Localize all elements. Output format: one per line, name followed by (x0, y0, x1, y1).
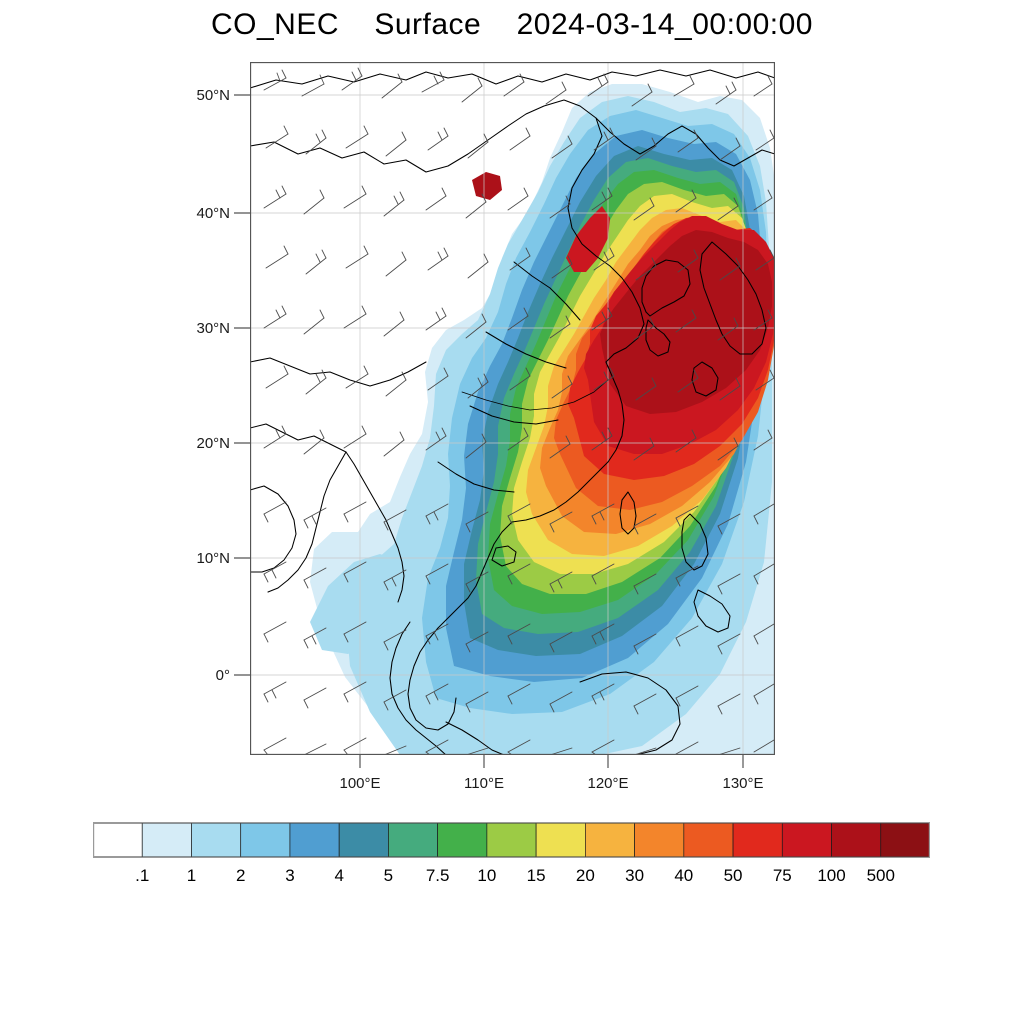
colorbar-label-13: 75 (772, 866, 792, 885)
map-content (250, 62, 775, 755)
colorbar-cell-16 (880, 822, 930, 858)
border-northeast (567, 117, 645, 363)
colorbar-cell-13 (732, 822, 783, 858)
coast-sumatra (445, 721, 505, 755)
colorbar-cell-2 (191, 822, 242, 858)
border-himalaya (250, 357, 427, 387)
colorbar-label-9: 20 (575, 866, 595, 885)
colorbar-label-6: 7.5 (425, 866, 450, 885)
contour-band-75-north (566, 206, 610, 272)
map-canvas (250, 62, 775, 755)
border-myanmar-inland (345, 451, 405, 603)
colorbar-cell-0 (93, 822, 143, 858)
colorbar-label-14: 100 (817, 866, 846, 885)
coast-malay (389, 621, 447, 755)
coast-indochina (407, 521, 513, 731)
coast-borneo (579, 671, 681, 755)
lon-label-100e: 100°E (339, 775, 381, 792)
lat-label-0: 0° (215, 667, 230, 684)
colorbar-label-12: 50 (723, 866, 743, 885)
contour-band-100 (600, 230, 772, 414)
colorbar-cell-8 (486, 822, 537, 858)
coast-myanmar (267, 451, 347, 593)
lat-label-10n: 10°N (196, 550, 230, 567)
border-north (250, 69, 775, 89)
colorbar-label-2: 2 (235, 866, 246, 885)
colorbar-label-7: 10 (477, 866, 497, 885)
coast-japan-honshu (699, 241, 767, 355)
lon-label-130e: 130°E (722, 775, 764, 792)
border-india (250, 423, 347, 453)
river-yangtze (461, 379, 609, 411)
coast-korea-detail (645, 319, 671, 357)
coastline-layer (250, 69, 775, 755)
colorbar-label-11: 40 (674, 866, 694, 885)
border-inland-3 (469, 405, 559, 425)
coast-china-east (511, 361, 625, 523)
colorbar-cell-15 (831, 822, 882, 858)
colorbar-label-0: .1 (135, 866, 150, 885)
coast-philippines-luzon (681, 513, 709, 571)
colorbar-cell-12 (683, 822, 734, 858)
coast-philippines-south (693, 589, 731, 633)
lon-label-110e: 110°E (464, 775, 504, 792)
gridlines (250, 62, 775, 755)
colorbar-cell-11 (634, 822, 685, 858)
coast-hainan (491, 545, 517, 567)
colorbar-label-15: 500 (866, 866, 895, 885)
colorbar-frame (93, 822, 930, 858)
coast-taiwan (619, 491, 637, 535)
colorbar-cell-3 (240, 822, 291, 858)
colorbar-label-5: 5 (383, 866, 394, 885)
page-title: CO_NEC Surface 2024-03-14_00:00:00 (210, 8, 813, 41)
lat-label-40n: 40°N (196, 205, 230, 222)
colorbar-swatches (93, 822, 930, 858)
border-inland-1 (513, 261, 581, 321)
coast-japan-kyushu (691, 361, 719, 397)
colorbar-label-10: 30 (625, 866, 645, 885)
coast-korea (641, 259, 691, 317)
colorbar-label-4: 4 (334, 866, 344, 885)
colorbar-ticklabels: .1 1 2 3 4 5 7.5 10 15 20 30 40 50 75 100 500 (93, 866, 930, 890)
lat-label-30n: 30°N (196, 320, 230, 337)
longitude-ticks (359, 755, 744, 768)
colorbar-cell-1 (141, 822, 192, 858)
colorbar (93, 822, 930, 858)
lat-label-20n: 20°N (196, 435, 230, 452)
colorbar-cell-5 (338, 822, 389, 858)
plot-frame (250, 62, 775, 755)
lat-label-50n: 50°N (196, 87, 230, 104)
colorbar-cell-10 (585, 822, 635, 858)
contour-band-100-pocket (472, 172, 502, 200)
latitude-ticks (234, 94, 251, 676)
border-inland-2 (485, 331, 567, 369)
coast-india-east (250, 485, 297, 573)
colorbar-cell-9 (535, 822, 586, 858)
colorbar-label-8: 15 (526, 866, 546, 885)
colorbar-cell-7 (437, 822, 488, 858)
colorbar-cell-6 (388, 822, 439, 858)
map-plot-area (250, 62, 775, 755)
border-inland-4 (437, 461, 515, 493)
colorbar-cell-4 (289, 822, 340, 858)
colorbar-cell-14 (781, 822, 832, 858)
colorbar-label-3: 3 (285, 866, 295, 885)
colorbar-label-1: 1 (186, 866, 197, 885)
border-mongolia (250, 99, 775, 173)
contour-fill-layer (310, 84, 775, 755)
wind-barb-layer (263, 67, 775, 755)
lon-label-120e: 120°E (587, 775, 629, 792)
